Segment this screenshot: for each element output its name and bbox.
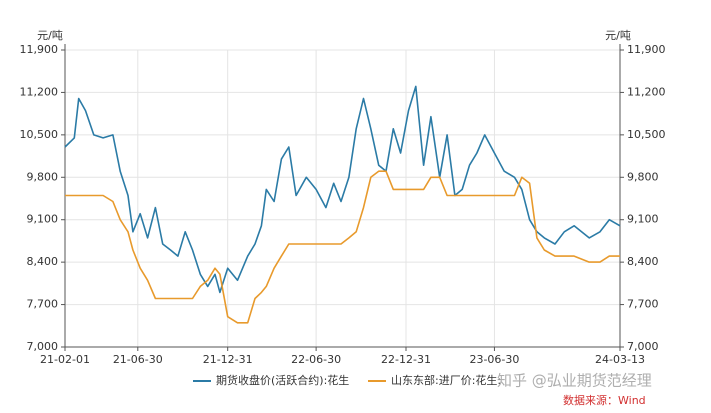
y-tick-label: 9,800 bbox=[27, 170, 59, 183]
legend-label: 期货收盘价(活跃合约):花生 bbox=[216, 373, 349, 387]
y2-tick-label: 11,200 bbox=[627, 85, 666, 98]
series-line bbox=[65, 170, 620, 324]
y-tick-label: 11,200 bbox=[20, 85, 59, 98]
x-tick-label: 21-12-31 bbox=[203, 353, 253, 366]
y-tick-label: 7,000 bbox=[27, 340, 59, 353]
y2-tick-label: 9,100 bbox=[627, 213, 659, 226]
x-tick-label: 21-06-30 bbox=[113, 353, 163, 366]
y2-tick-label: 8,400 bbox=[627, 255, 659, 268]
y2-tick-label: 7,000 bbox=[627, 340, 659, 353]
y2-tick-label: 10,500 bbox=[627, 128, 666, 141]
y-tick-label: 9,100 bbox=[27, 213, 59, 226]
series-line bbox=[64, 85, 621, 294]
y2-tick-label: 7,700 bbox=[627, 298, 659, 311]
x-tick-label: 23-06-30 bbox=[469, 353, 519, 366]
x-tick-label: 22-06-30 bbox=[291, 353, 341, 366]
legend-label: 山东东部:进厂价:花生: bbox=[391, 373, 501, 387]
watermark: 知乎 @弘业期货范经理 bbox=[497, 372, 652, 390]
y2-unit: 元/吨 bbox=[605, 29, 631, 42]
y-unit: 元/吨 bbox=[37, 29, 63, 42]
y2-tick-label: 9,800 bbox=[627, 170, 659, 183]
source: 数据来源：Wind bbox=[563, 393, 646, 407]
x-tick-label: 21-02-01 bbox=[40, 353, 90, 366]
y-tick-label: 7,700 bbox=[27, 298, 59, 311]
y-tick-label: 11,900 bbox=[20, 43, 59, 56]
y-tick-label: 10,500 bbox=[20, 128, 59, 141]
x-tick-label: 22-12-31 bbox=[381, 353, 431, 366]
x-tick-label: 24-03-13 bbox=[595, 353, 645, 366]
y2-tick-label: 11,900 bbox=[627, 43, 666, 56]
y-tick-label: 8,400 bbox=[27, 255, 59, 268]
